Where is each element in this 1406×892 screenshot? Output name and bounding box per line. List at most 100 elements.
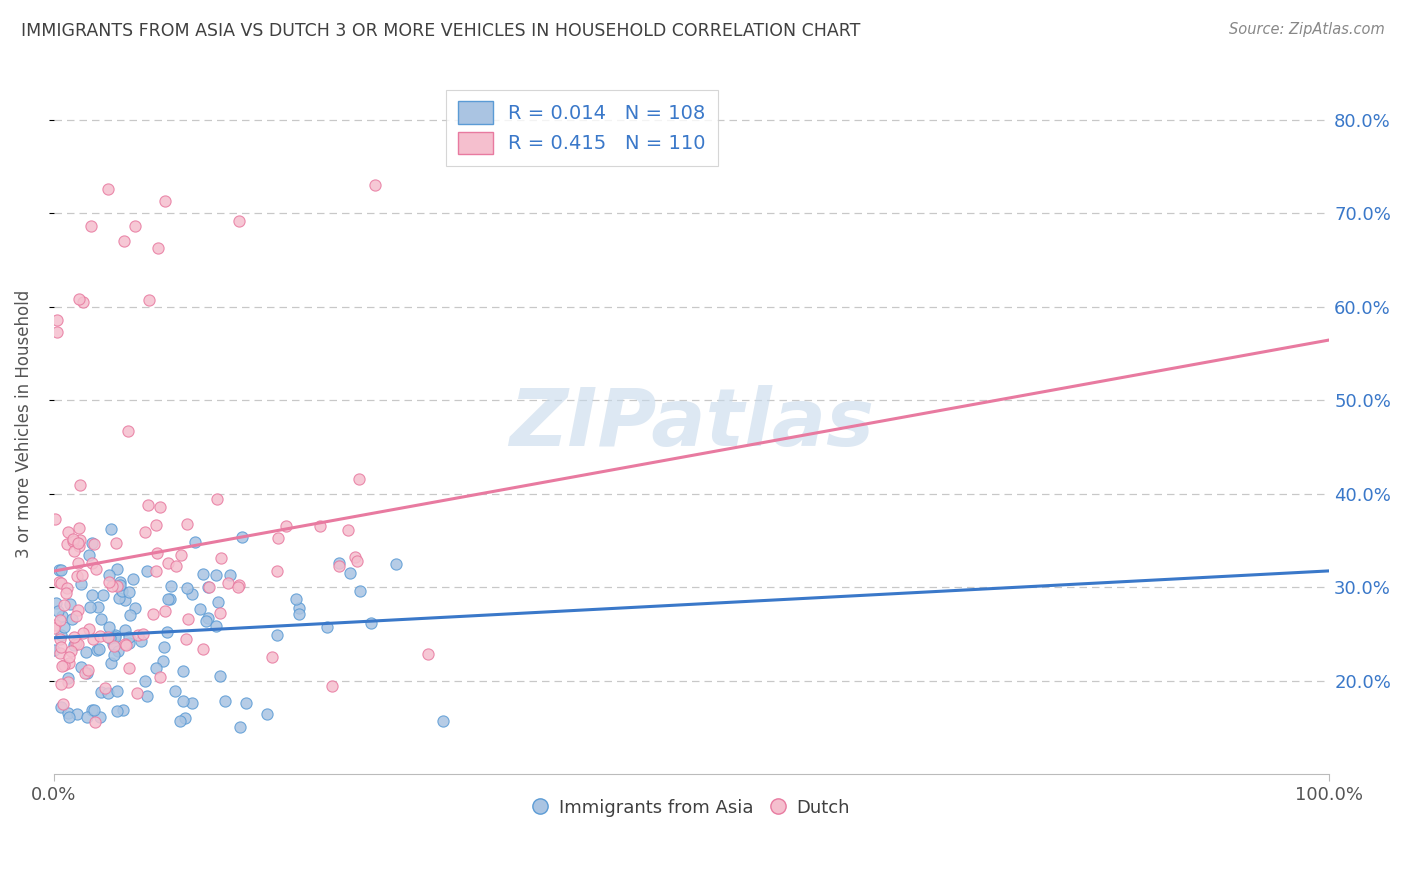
- Point: [165, 559, 187, 574]
- Point: [83, 703, 105, 717]
- Point: [91, 588, 114, 602]
- Point: [344, 549, 367, 564]
- Point: [145, 564, 167, 578]
- Point: [48, 563, 70, 577]
- Point: [97, 620, 120, 634]
- Point: [69, 477, 91, 491]
- Point: [76, 666, 98, 681]
- Point: [100, 521, 122, 535]
- Point: [235, 696, 257, 710]
- Point: [316, 620, 339, 634]
- Point: [226, 580, 249, 594]
- Point: [51, 628, 73, 642]
- Point: [160, 579, 183, 593]
- Point: [103, 648, 125, 662]
- Point: [193, 567, 215, 582]
- Point: [172, 693, 194, 707]
- Point: [131, 626, 153, 640]
- Point: [152, 640, 174, 654]
- Point: [105, 684, 128, 698]
- Point: [101, 637, 124, 651]
- Point: [105, 579, 128, 593]
- Point: [284, 592, 307, 607]
- Point: [136, 689, 159, 703]
- Point: [145, 518, 167, 533]
- Point: [45, 596, 67, 610]
- Point: [364, 178, 387, 193]
- Point: [70, 576, 93, 591]
- Point: [86, 562, 108, 576]
- Point: [80, 536, 103, 550]
- Point: [165, 683, 187, 698]
- Point: [142, 607, 165, 621]
- Point: [52, 697, 75, 711]
- Point: [87, 642, 110, 657]
- Point: [100, 656, 122, 670]
- Point: [188, 602, 211, 616]
- Point: [49, 640, 72, 655]
- Point: [107, 644, 129, 658]
- Point: [118, 630, 141, 644]
- Point: [56, 672, 79, 686]
- Point: [108, 577, 131, 591]
- Point: [62, 533, 84, 548]
- Point: [56, 581, 79, 595]
- Point: [159, 591, 181, 606]
- Point: [75, 645, 97, 659]
- Point: [42, 621, 65, 635]
- Point: [197, 611, 219, 625]
- Point: [180, 587, 202, 601]
- Point: [104, 630, 127, 644]
- Point: [75, 665, 97, 680]
- Text: ZIPatlas: ZIPatlas: [509, 384, 875, 463]
- Point: [49, 563, 72, 577]
- Point: [177, 611, 200, 625]
- Point: [136, 564, 159, 578]
- Point: [287, 607, 309, 621]
- Point: [176, 582, 198, 596]
- Point: [56, 524, 79, 539]
- Point: [260, 650, 283, 665]
- Point: [337, 523, 360, 537]
- Point: [42, 643, 65, 657]
- Point: [76, 710, 98, 724]
- Point: [346, 554, 368, 568]
- Point: [82, 703, 104, 717]
- Point: [104, 536, 127, 550]
- Point: [77, 549, 100, 563]
- Point: [104, 627, 127, 641]
- Point: [49, 613, 72, 627]
- Point: [94, 681, 117, 696]
- Point: [217, 576, 239, 591]
- Point: [46, 313, 69, 327]
- Point: [77, 664, 100, 678]
- Point: [125, 686, 148, 700]
- Point: [339, 566, 361, 581]
- Point: [145, 660, 167, 674]
- Point: [56, 674, 79, 689]
- Point: [288, 601, 311, 615]
- Point: [193, 642, 215, 657]
- Point: [172, 665, 194, 679]
- Point: [86, 642, 108, 657]
- Text: IMMIGRANTS FROM ASIA VS DUTCH 3 OR MORE VEHICLES IN HOUSEHOLD CORRELATION CHART: IMMIGRANTS FROM ASIA VS DUTCH 3 OR MORE …: [21, 22, 860, 40]
- Point: [134, 525, 156, 540]
- Point: [67, 536, 90, 550]
- Point: [83, 537, 105, 551]
- Text: Source: ZipAtlas.com: Source: ZipAtlas.com: [1229, 22, 1385, 37]
- Point: [267, 531, 290, 545]
- Point: [108, 575, 131, 590]
- Point: [51, 677, 73, 691]
- Point: [205, 619, 228, 633]
- Point: [72, 295, 94, 310]
- Point: [97, 568, 120, 582]
- Point: [308, 518, 330, 533]
- Point: [63, 544, 86, 558]
- Point: [157, 591, 180, 606]
- Point: [328, 557, 350, 571]
- Point: [51, 659, 73, 673]
- Point: [58, 710, 80, 724]
- Point: [49, 646, 72, 660]
- Point: [118, 607, 141, 622]
- Point: [66, 637, 89, 651]
